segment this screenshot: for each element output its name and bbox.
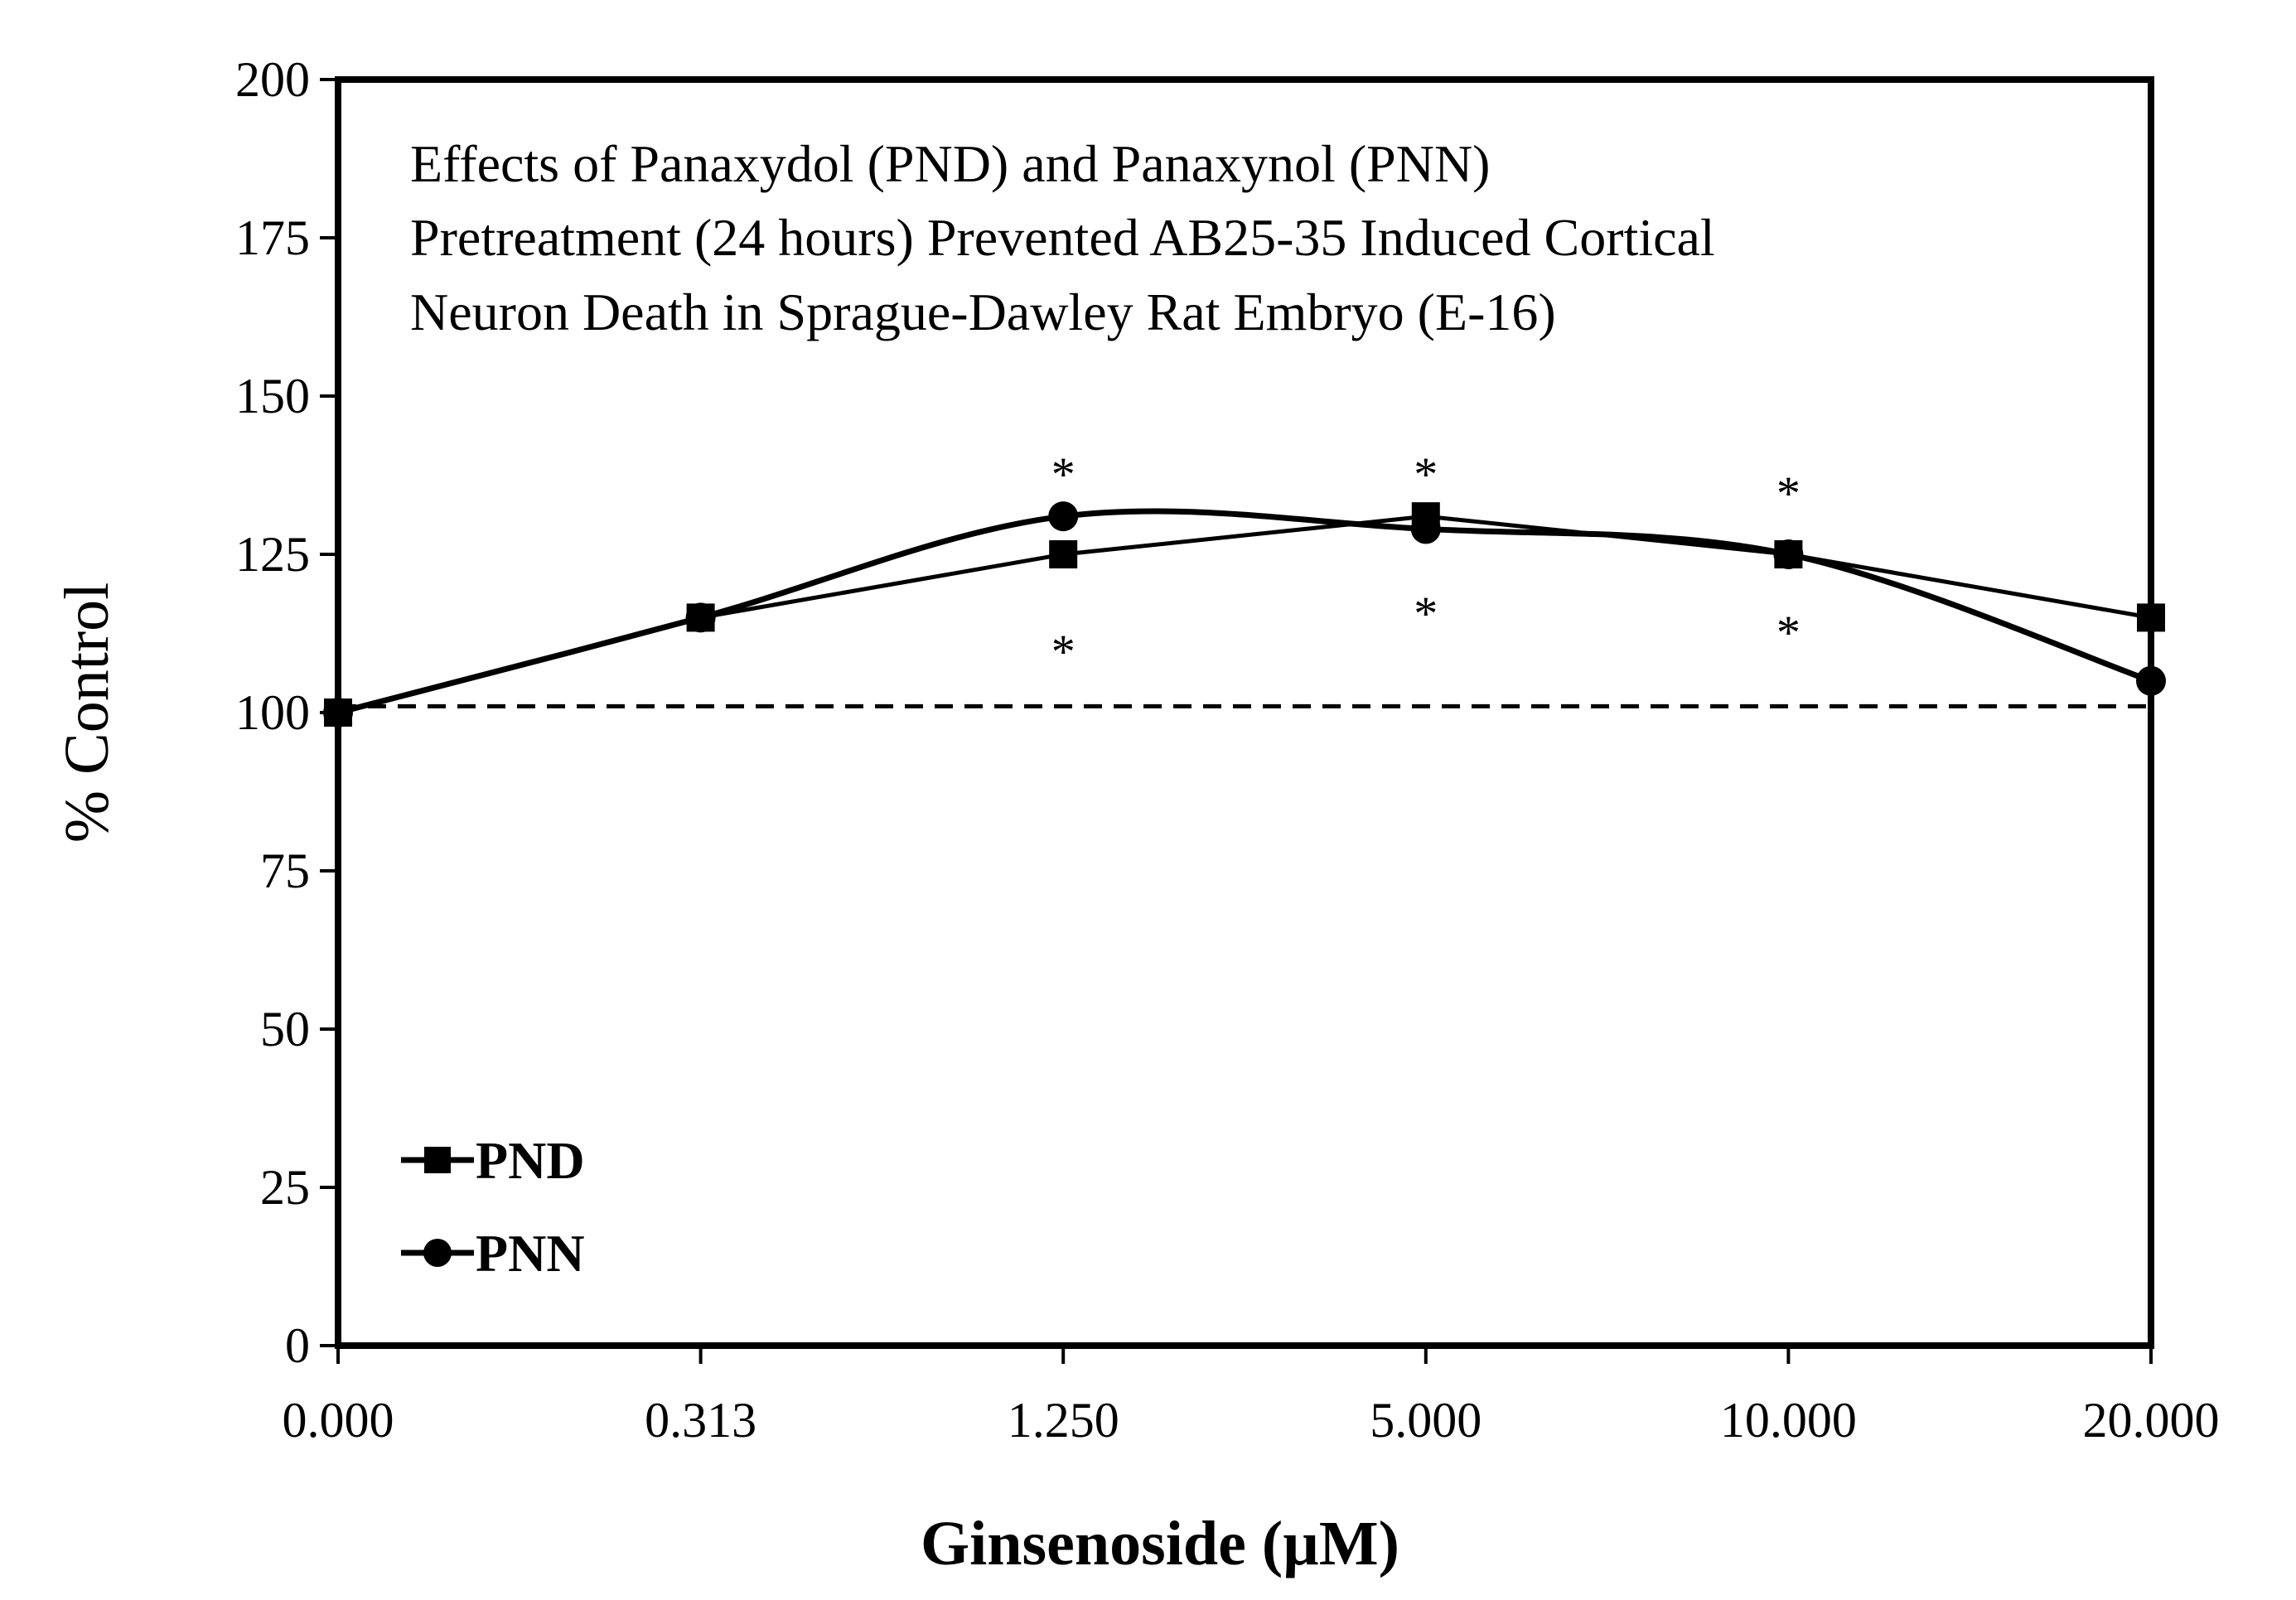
chart-title-line-2: Pretreatment (24 hours) Prevented AB25-3… <box>410 208 1715 267</box>
y-tick-label-175: 175 <box>235 210 310 265</box>
plot-frame <box>335 76 2154 1349</box>
y-tick-labels: 0 25 50 75 100 125 150 175 200 <box>235 52 310 1373</box>
x-tick-label-5: 20.000 <box>2083 1393 2220 1448</box>
x-tick-label-3: 5.000 <box>1370 1393 1482 1448</box>
y-axis-title: % Control <box>52 582 122 844</box>
series-line-pnn <box>337 508 2153 716</box>
y-tick-label-100: 100 <box>235 685 310 740</box>
marker-pnn-4 <box>1773 539 1804 569</box>
marker-pnn-2 <box>1048 501 1079 532</box>
legend-pnn-label: PNN <box>476 1224 585 1283</box>
legend-item-pnn: PNN <box>401 1224 585 1283</box>
x-tick-label-4: 10.000 <box>1720 1393 1857 1448</box>
series-line-pnd <box>337 514 2152 715</box>
y-tick-label-75: 75 <box>260 844 310 898</box>
y-tick-label-50: 50 <box>260 1002 310 1056</box>
significance-mark-1: * <box>1051 625 1075 679</box>
significance-mark-0: * <box>1051 447 1075 501</box>
chart-title-line-1: Effects of Panaxydol (PND) and Panaxynol… <box>410 134 1490 193</box>
significance-mark-4: * <box>1776 466 1801 520</box>
significance-marks: * * * * * * <box>1051 447 1801 679</box>
y-tick-label-150: 150 <box>235 369 310 423</box>
marker-pnn-1 <box>685 602 716 633</box>
y-tick-label-125: 125 <box>235 527 310 582</box>
y-tick-label-200: 200 <box>235 52 310 107</box>
x-tick-label-2: 1.250 <box>1008 1393 1119 1448</box>
chart-title: Effects of Panaxydol (PND) and Panaxynol… <box>410 134 1715 341</box>
marker-pnd-2 <box>1049 540 1078 568</box>
significance-mark-3: * <box>1414 587 1438 640</box>
series-lines <box>337 508 2153 716</box>
x-tick-labels: 0.000 0.313 1.250 5.000 10.000 20.000 <box>283 1393 2220 1448</box>
marker-pnn-3 <box>1410 514 1441 544</box>
significance-mark-2: * <box>1414 447 1438 501</box>
legend-item-pnd: PND <box>401 1131 585 1190</box>
significance-mark-5: * <box>1776 606 1801 660</box>
legend-pnd-marker <box>424 1147 451 1173</box>
x-tick-label-0: 0.000 <box>283 1393 394 1448</box>
legend-pnd-label: PND <box>476 1131 585 1190</box>
legend-pnn-marker <box>423 1239 452 1267</box>
legend: PND PNN <box>401 1131 585 1283</box>
x-axis-title: Ginsenoside (µM) <box>921 1509 1399 1578</box>
y-tick-label-0: 0 <box>285 1318 310 1373</box>
chart-title-line-3: Neuron Death in Sprague-Dawley Rat Embry… <box>410 283 1556 341</box>
y-tick-label-25: 25 <box>260 1160 310 1215</box>
x-tick-label-1: 0.313 <box>645 1393 756 1448</box>
